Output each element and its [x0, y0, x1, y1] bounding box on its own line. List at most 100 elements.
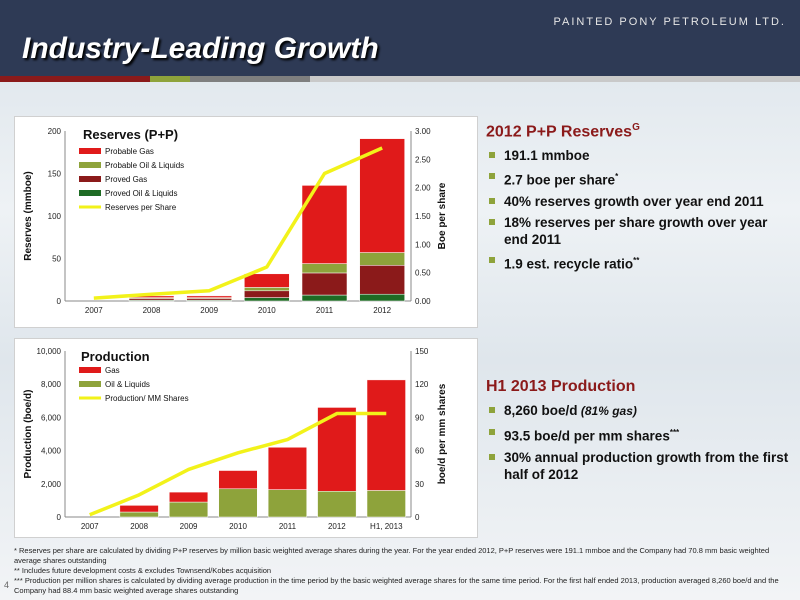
series-line [93, 146, 383, 300]
y-tick-label: 10,000 [37, 347, 62, 356]
legend-swatch [79, 162, 101, 168]
bar-segment [186, 298, 232, 301]
legend-swatch [79, 367, 101, 373]
slide-title: Industry-Leading Growth [22, 32, 379, 65]
x-tick-label: 2007 [85, 306, 103, 315]
y2-tick-label: 150 [415, 347, 429, 356]
x-tick-label: 2012 [328, 522, 346, 531]
chart-title: Reserves (P+P) [83, 127, 178, 142]
page-number: 4 [4, 580, 10, 590]
x-tick-label: 2010 [258, 306, 276, 315]
y-tick-label: 50 [52, 255, 61, 264]
accent-strip [0, 76, 800, 82]
series-line [89, 411, 387, 517]
legend-label: Probable Oil & Liquids [105, 161, 184, 170]
bar-segment [119, 511, 159, 518]
bar-segment [359, 138, 405, 253]
footnote: ** Includes future development costs & e… [14, 566, 272, 575]
x-tick-label: 2012 [373, 306, 391, 315]
legend-swatch [79, 176, 101, 182]
x-tick-label: 2011 [279, 522, 297, 531]
y2-tick-label: 60 [415, 447, 424, 456]
y2-tick-label: 0.50 [415, 269, 431, 278]
y2-tick-label: 2.50 [415, 155, 431, 164]
bar-segment [218, 488, 258, 518]
x-tick-label: 2009 [200, 306, 218, 315]
bar-segment [359, 252, 405, 266]
y2-tick-label: 3.00 [415, 127, 431, 136]
y2-tick-label: 30 [415, 480, 424, 489]
legend-label: Reserves per Share [105, 203, 177, 212]
reserves-bullet: 40% reserves growth over year end 2011 [486, 193, 790, 210]
legend-swatch [79, 190, 101, 196]
bar-segment [244, 297, 290, 302]
reserves-bullet: 191.1 mmboe [486, 147, 790, 164]
y-tick-label: 200 [48, 127, 62, 136]
x-tick-label: 2008 [143, 306, 161, 315]
y-tick-label: 0 [57, 513, 62, 522]
y-tick-label: 0 [57, 297, 62, 306]
y-tick-label: 150 [48, 170, 62, 179]
y-axis-title: Production (boe/d) [23, 390, 34, 479]
bar-segment [317, 491, 357, 518]
legend-label: Probable Gas [105, 147, 154, 156]
x-tick-label: 2009 [180, 522, 198, 531]
y2-tick-label: 0.00 [415, 297, 431, 306]
production-bullet: 30% annual production growth from the fi… [486, 449, 790, 483]
reserves-summary-title: 2012 P+P ReservesG [486, 122, 640, 141]
bar-segment [186, 295, 232, 298]
legend-label: Production/ MM Shares [105, 394, 189, 403]
reserves-bullet: 18% reserves per share growth over year … [486, 214, 790, 248]
legend-swatch [79, 148, 101, 154]
production-summary: H1 2013 Production 8,260 boe/d (81% gas)… [486, 378, 790, 487]
production-chart: 0 2,000 4,000 6,000 8,000 10,000 0 30 60 90 120 150… [23, 347, 448, 531]
bar-segment [244, 287, 290, 292]
bar-segment [301, 263, 348, 274]
y2-tick-label: 120 [415, 380, 429, 389]
y2-tick-label: 2.00 [415, 184, 431, 193]
y-tick-label: 6,000 [41, 413, 62, 422]
reserves-summary: 2012 P+P ReservesG 191.1 mmboe 2.7 boe pe… [486, 122, 790, 276]
bar-segment [267, 447, 307, 490]
bar-segment [244, 290, 290, 298]
header-banner: PAINTED PONY PETROLEUM LTD. Industry-Lea… [0, 0, 800, 76]
bar-segment [366, 490, 406, 518]
legend-label: Gas [105, 366, 120, 375]
bar-segment [128, 298, 175, 301]
bar-segment [359, 293, 405, 302]
legend-label: Oil & Liquids [105, 380, 150, 389]
bar-segment [119, 505, 159, 513]
y2-tick-label: 90 [415, 413, 424, 422]
bar-segment [169, 501, 209, 518]
legend-swatch [79, 381, 101, 387]
bar-segment [218, 470, 258, 490]
reserves-chart-panel: 0 50 100 150 200 0.00 0.50 1.00 1.50 2.00 2.50 3.00… [14, 116, 478, 328]
production-bullets: 8,260 boe/d (81% gas) 93.5 boe/d per mm s… [486, 402, 790, 483]
legend-label: Proved Gas [105, 175, 147, 184]
y2-tick-label: 0 [415, 513, 420, 522]
production-chart-panel: 0 2,000 4,000 6,000 8,000 10,000 0 30 60 90 120 150… [14, 338, 478, 538]
y-tick-label: 100 [48, 212, 62, 221]
reserves-bullet: 2.7 boe per share* [486, 168, 790, 189]
x-tick-label: 2010 [229, 522, 247, 531]
production-bullet: 93.5 boe/d per mm shares*** [486, 424, 790, 445]
y2-tick-label: 1.50 [415, 212, 431, 221]
chart-title: Production [81, 349, 150, 364]
x-tick-label: 2011 [316, 306, 334, 315]
production-summary-title: H1 2013 Production [486, 378, 636, 395]
bar-segment [359, 265, 405, 295]
y2-axis-title: Boe per share [437, 182, 448, 249]
y-tick-label: 8,000 [41, 380, 62, 389]
reserves-bullets: 191.1 mmboe 2.7 boe per share* 40% reserve… [486, 147, 790, 272]
bar-segment [267, 489, 307, 518]
bar-segment [301, 272, 348, 296]
y2-tick-label: 1.00 [415, 240, 431, 249]
reserves-chart: 0 50 100 150 200 0.00 0.50 1.00 1.50 2.00 2.50 3.00… [23, 127, 448, 315]
bar-segment [169, 491, 209, 503]
y-tick-label: 2,000 [41, 480, 62, 489]
production-bullet: 8,260 boe/d (81% gas) [486, 402, 790, 420]
y-axis-title: Reserves (mmboe) [23, 171, 34, 260]
reserves-bullet: 1.9 est. recycle ratio** [486, 252, 790, 273]
bar-segment [366, 379, 406, 491]
footnote: *** Production per million shares is cal… [14, 576, 779, 595]
